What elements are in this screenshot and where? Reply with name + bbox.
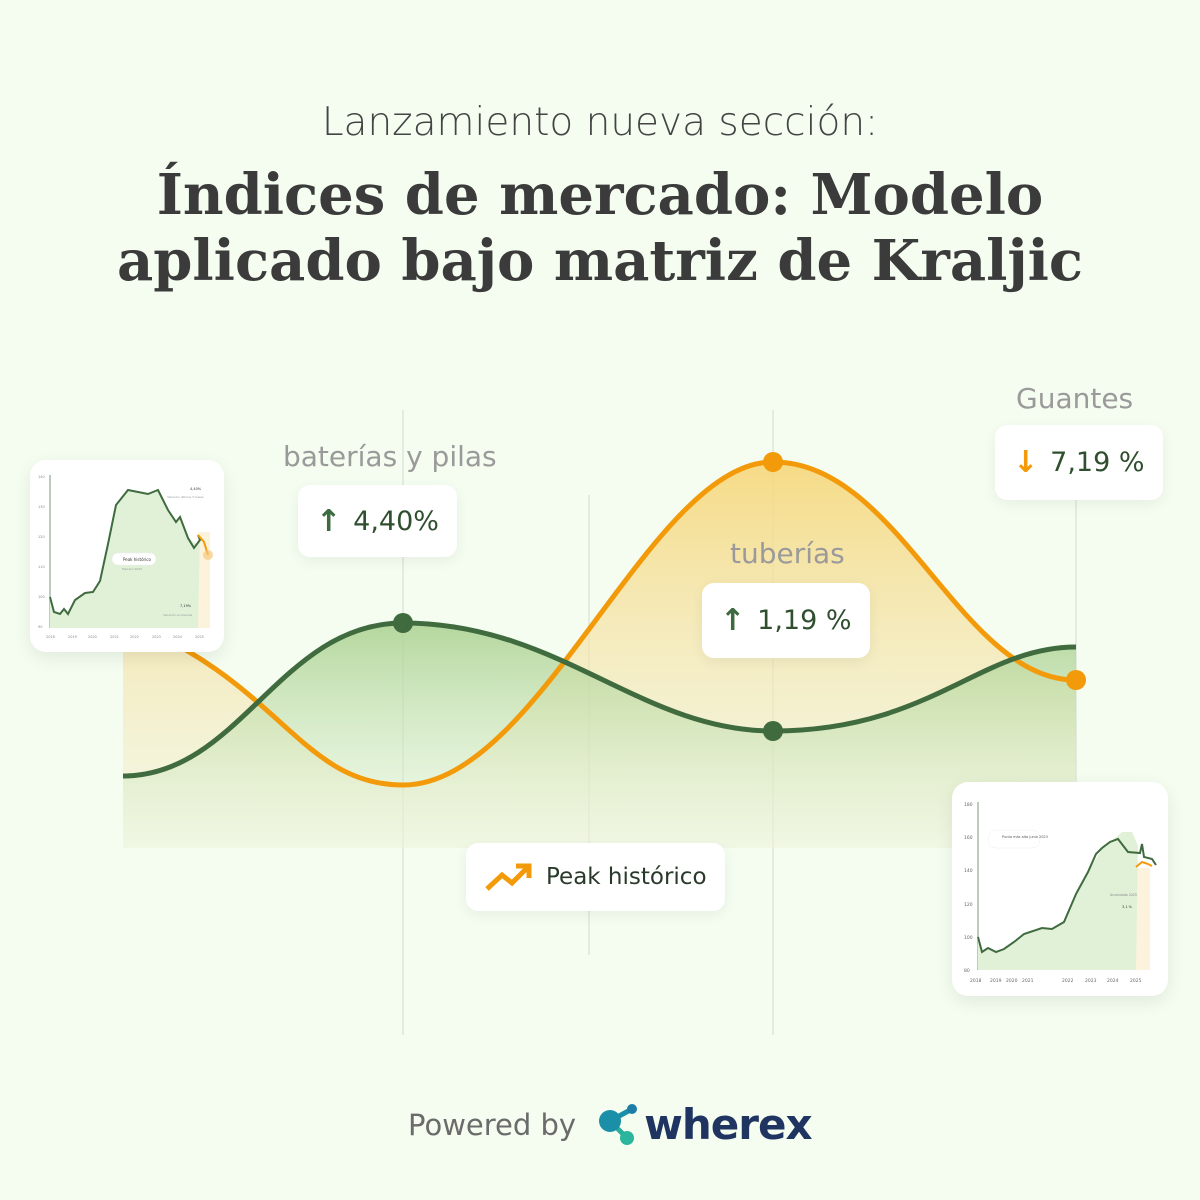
x-tick: 2019 <box>68 635 77 639</box>
mini-recent-caption: Variación últimos 3 meses <box>167 495 204 499</box>
brand-name: wherex <box>644 1100 812 1149</box>
x-tick: 2022 <box>130 635 139 639</box>
change-card: ↑ 1,19 % <box>702 583 870 658</box>
y-tick: 160 <box>964 835 973 841</box>
mini-accumulated-change: 7,19% <box>180 604 192 608</box>
green-point <box>393 613 413 633</box>
arrow-up-icon: ↑ <box>720 603 746 638</box>
mini-accumulated-change: 3,1 % <box>1122 905 1133 909</box>
wherex-logo: wherex <box>596 1100 813 1149</box>
y-tick: 100 <box>964 935 973 941</box>
powered-by-text: Powered by <box>408 1107 577 1142</box>
orange-point <box>763 452 783 472</box>
green-area <box>123 623 1076 848</box>
mini-peak-date: Febrero 2022 <box>122 567 142 571</box>
arrow-up-icon: ↑ <box>316 503 342 539</box>
y-tick: 120 <box>964 902 973 908</box>
mini-recent-change: 4,40% <box>190 487 202 491</box>
x-tick: 2018 <box>46 635 55 639</box>
footer: Powered by wherex <box>408 1100 813 1149</box>
y-tick: 140 <box>964 868 973 874</box>
orange-line <box>122 459 1077 788</box>
x-tick: 2024 <box>173 635 183 639</box>
orange-point <box>1066 670 1086 690</box>
change-value: 4,40% <box>353 505 439 537</box>
change-card: ↓ 7,19 % <box>995 425 1163 500</box>
peak-label: Peak histórico <box>546 864 707 890</box>
category-label: Guantes <box>1016 382 1134 415</box>
peak-badge: Peak histórico <box>466 843 725 911</box>
y-tick: 80 <box>964 968 970 974</box>
subtitle: Lanzamiento nueva sección: <box>321 100 879 145</box>
x-tick: 2023 <box>152 635 161 639</box>
y-tick: 90 <box>38 625 42 629</box>
x-tick: 2025 <box>1130 978 1142 984</box>
trending-up-icon <box>485 863 532 891</box>
x-tick: 2020 <box>88 635 97 639</box>
mini-chart-left: 140 130 120 110 100 90 2018 2019 2020 20… <box>30 460 224 652</box>
x-tick: 2023 <box>1085 978 1097 984</box>
y-tick: 100 <box>38 595 45 599</box>
category-label: baterías y pilas <box>283 440 497 473</box>
y-tick: 130 <box>38 505 45 509</box>
change-value: 1,19 % <box>757 605 852 636</box>
y-tick: 110 <box>38 565 45 569</box>
x-tick: 2021 <box>1022 978 1034 984</box>
mini-peak-label: Peak histórico <box>123 557 151 562</box>
green-point <box>763 721 783 741</box>
mini-accumulated-caption: Variación acumulada <box>163 613 193 617</box>
y-tick: 180 <box>964 802 973 808</box>
y-tick: 120 <box>38 535 45 539</box>
x-tick: 2020 <box>1006 978 1018 984</box>
x-tick: 2025 <box>195 635 204 639</box>
x-tick: 2021 <box>110 635 119 639</box>
mini-accumulated-caption: Acumulado 2025 <box>1110 893 1137 897</box>
change-value: 7,19 % <box>1050 447 1145 478</box>
title-line-1: Índices de mercado: Modelo <box>156 162 1044 228</box>
x-tick: 2018 <box>970 978 982 984</box>
page-title: Índices de mercado: Modelo aplicado bajo… <box>0 162 1200 294</box>
x-tick: 2024 <box>1107 978 1119 984</box>
green-line <box>122 620 1077 779</box>
y-tick: 140 <box>38 475 45 479</box>
x-tick: 2019 <box>990 978 1002 984</box>
category-label: tuberías <box>730 537 845 570</box>
arrow-down-icon: ↓ <box>1013 445 1039 480</box>
title-line-2: aplicado bajo matriz de Kraljic <box>116 228 1084 294</box>
wherex-logo-icon <box>599 1103 638 1145</box>
change-card: ↑ 4,40% <box>298 485 457 557</box>
mini-chart-right: 180 160 140 120 100 80 2018 2019 2020 20… <box>952 782 1168 996</box>
x-tick: 2022 <box>1062 978 1074 984</box>
mini-peak-label: Punto más alto junio 2023 <box>1002 835 1048 839</box>
